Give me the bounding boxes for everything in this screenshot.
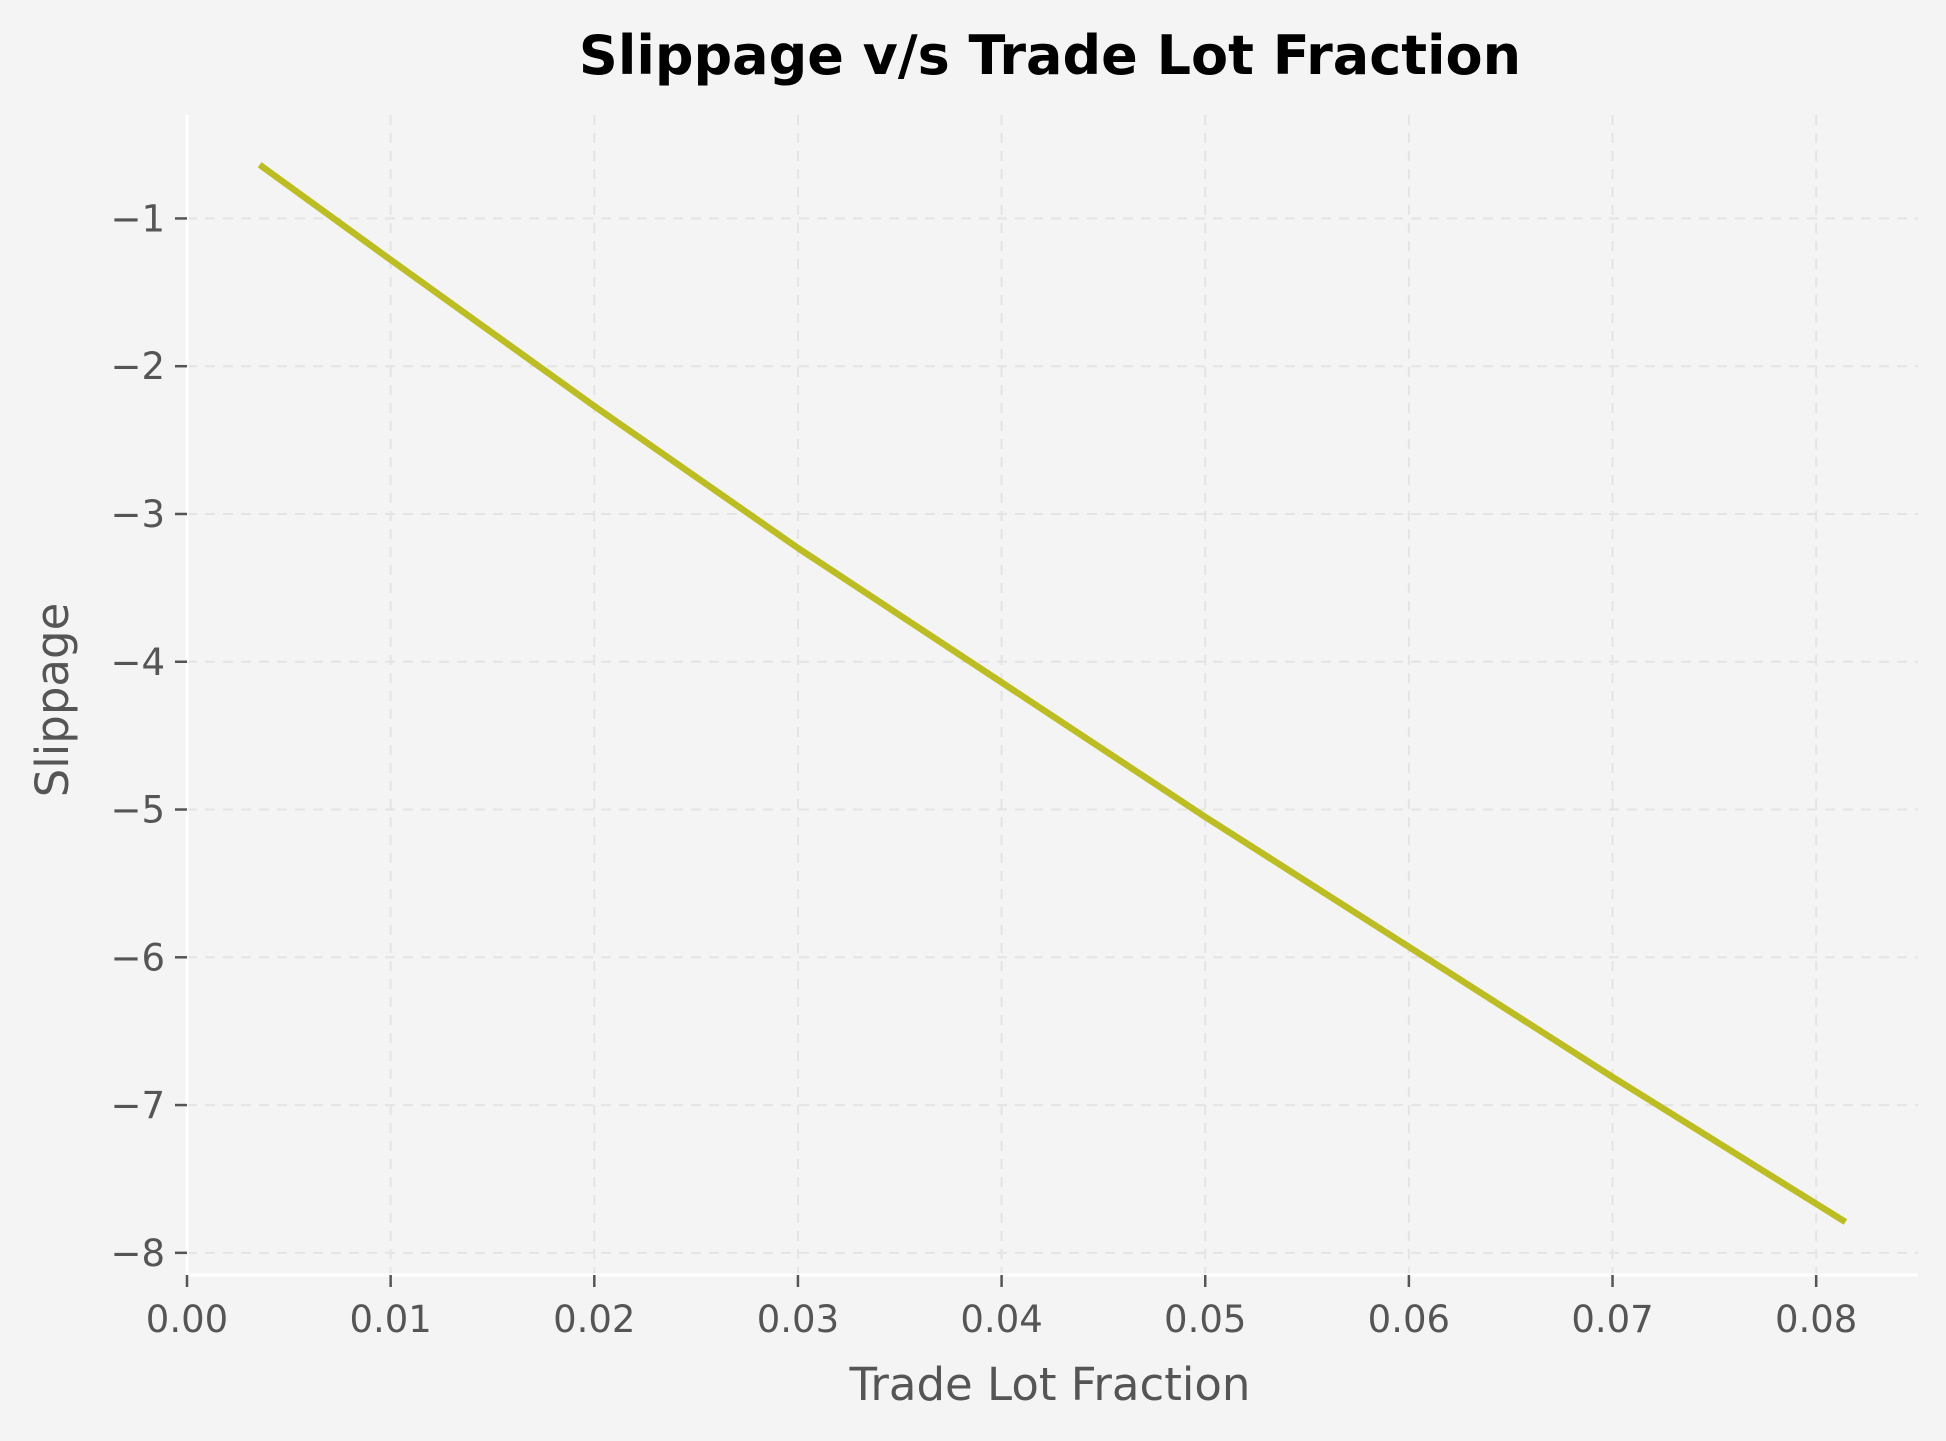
axes-spines — [185, 115, 1918, 1277]
y-tick-label: −3 — [110, 493, 165, 536]
x-tick-label: 0.06 — [1368, 1298, 1450, 1341]
y-tick-label: −1 — [110, 197, 165, 240]
x-tick-label: 0.02 — [553, 1298, 635, 1341]
y-tick-label: −4 — [110, 641, 165, 684]
x-tick-label: 0.08 — [1775, 1298, 1857, 1341]
series-layer — [257, 162, 1848, 1225]
x-axis-label: Trade Lot Fraction — [849, 1358, 1251, 1411]
x-tick-label: 0.01 — [349, 1298, 431, 1341]
chart-title: Slippage v/s Trade Lot Fraction — [579, 24, 1521, 87]
y-axis-ticks: −1 −2 −3 −4 −5 −6 −7 −8 — [110, 197, 187, 1275]
y-axis-label: Slippage — [26, 603, 79, 798]
x-tick-label: 0.05 — [1164, 1298, 1246, 1341]
x-tick-label: 0.00 — [146, 1298, 228, 1341]
series-line — [257, 162, 1848, 1225]
x-tick-label: 0.04 — [960, 1298, 1042, 1341]
x-tick-label: 0.03 — [757, 1298, 839, 1341]
grid — [186, 115, 1918, 1275]
x-tick-label: 0.07 — [1571, 1298, 1653, 1341]
y-tick-label: −7 — [110, 1084, 165, 1127]
y-tick-label: −5 — [110, 789, 165, 832]
y-tick-label: −6 — [110, 936, 165, 979]
y-tick-label: −8 — [110, 1232, 165, 1275]
x-axis-ticks: 0.00 0.01 0.02 0.03 0.04 0.05 0.06 0.07 0.08 — [146, 1275, 1857, 1341]
y-tick-label: −2 — [110, 345, 165, 388]
